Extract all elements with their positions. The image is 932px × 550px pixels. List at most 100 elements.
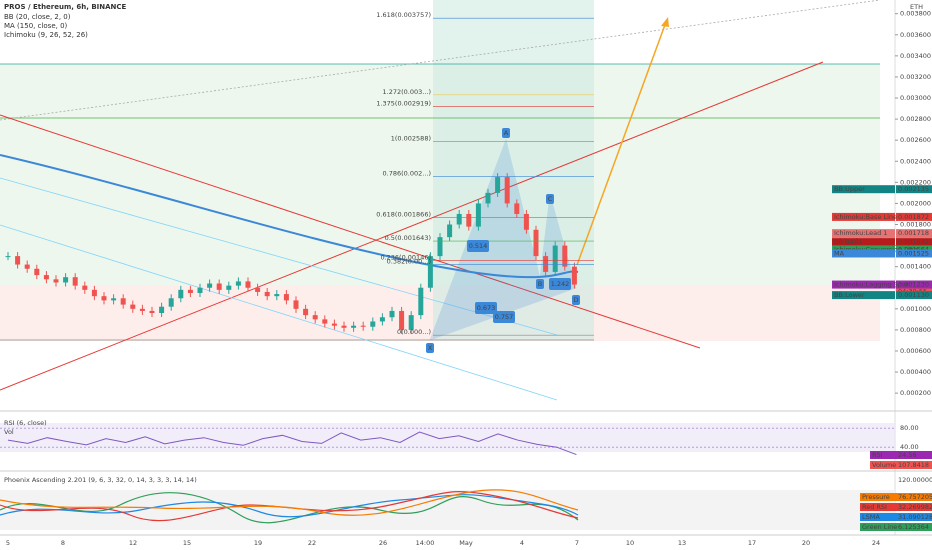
x-tick-label: 17 [748,539,756,547]
price-tick-label: 0.003200 [900,73,931,81]
indicator-label: BB (20, close, 2, 0) [4,13,71,21]
x-tick-label: 8 [61,539,65,547]
price-tag-bg [896,291,932,300]
price-tag-name: BB:Lower [834,291,865,299]
price-tick-label: 0.000400 [900,368,931,376]
candle [43,275,49,280]
x-tick-label: 19 [254,539,262,547]
price-tag-value: 0.001525 [898,249,929,257]
candle [427,256,433,288]
axis-unit: ETH [910,3,923,11]
arrow-head [661,17,669,27]
x-tick-label: 5 [6,539,10,547]
price-tag-value: 0.001564 [898,245,929,253]
price-tag-name: Ichimoku:Lagging Span [834,281,910,289]
price-tag-name-bg [832,185,895,194]
candle [379,317,385,322]
channel-line [0,224,558,401]
pattern-ratio: 0.757 [495,313,514,321]
candle [370,321,376,327]
candle [283,294,289,301]
pattern-point: C [548,195,553,203]
candle [437,237,443,257]
candle [466,213,472,227]
phoenix-tag-bg [860,503,932,511]
phoenix-tag-name: LSMA [862,513,880,521]
price-tag-name: MA [834,249,845,257]
pattern-ratio: 0.673 [477,304,496,312]
price-tag-value: 0.001230 [898,281,929,289]
pattern-point: D [573,296,578,304]
candle [274,294,280,297]
phoenix-line [0,489,579,516]
price-tag-value: 0.001632 [898,238,929,246]
candle [341,325,347,328]
rsi-tick-label: 40.00 [900,443,919,451]
ratio-bg [493,311,515,323]
price-tag-name-bg [832,280,895,289]
ratio-bg [467,240,489,252]
rsi-tag-value: 107.8418 [898,461,929,469]
price-tag-bg [896,245,932,254]
indicator-label: MA (150, close, 0) [4,22,68,30]
rsi-tag-name: Volume [872,461,896,469]
fib-label: 1.618(0.003757) [376,11,431,19]
pattern-point-bg [572,295,580,305]
rsi-title: RSI (6, close) [4,419,47,427]
rsi-tag-name: RSI [872,451,883,459]
x-tick-label: 22 [308,539,316,547]
candles [5,173,577,334]
x-tick-label: 10 [626,539,634,547]
price-tag-name-bg [832,291,895,300]
phoenix-tag-bg [860,493,932,501]
candle [82,285,88,290]
trend-line [0,0,881,121]
candle [303,308,309,316]
fib-label: 0.618(0.001866) [376,211,431,219]
candle [514,203,520,214]
phoenix-tag-name: Pressure [862,493,890,501]
fib-label: 0.382(0.00...) [387,258,431,266]
x-tick-label: 13 [678,539,686,547]
price-tick-label: 0.003600 [900,31,931,39]
price-tag-value: 0.001718 [898,229,929,237]
phoenix-tag-bg [860,513,932,521]
phoenix-tag-name: Green Line [862,523,897,531]
pattern-point: X [428,344,433,352]
drawings [0,0,881,401]
price-tag-name: Ichimoku:Base Line [834,213,897,221]
phoenix-title: Phoenix Ascending 2.201 (9, 6, 3, 32, 0,… [4,476,197,484]
candle [120,298,126,305]
xabcd-pattern [429,138,577,341]
candle [187,289,193,294]
x-tick-label: 7 [575,539,579,547]
phoenix-line [0,494,579,518]
candle [331,323,337,326]
candle [91,289,97,297]
phoenix-tag-value: 6.125364 [898,523,929,531]
pattern-ratio: 0.514 [469,242,488,250]
channel-line [0,177,558,336]
candle [523,213,529,230]
price-tick-label: 0.001000 [900,305,931,313]
phoenix-tag-value: 76.757205 [898,493,932,501]
candle [322,319,328,324]
candle [264,291,270,297]
candle [197,287,203,294]
candle [159,306,165,314]
x-tick-label: 24 [872,539,880,547]
x-tick-label: 4 [520,539,524,547]
candle [101,296,107,301]
price-tag-name: BB:Basis [834,238,863,246]
candle [485,192,491,204]
price-tick-label: 0.003400 [900,52,931,60]
phoenix-tag-value: 32.269982 [898,503,932,511]
candle [475,203,481,227]
fib-label: 1.375(0.002919) [376,100,431,108]
candle [111,298,117,301]
candle [53,279,59,283]
candle [293,300,299,309]
fib-label: 0.236(0.00146) [380,253,431,261]
candle [168,298,174,307]
price-tag-bg [896,249,932,258]
